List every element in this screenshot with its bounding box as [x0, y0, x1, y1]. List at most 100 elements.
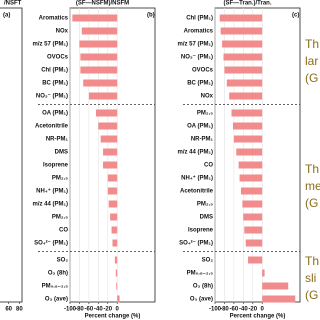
- x-tick-label: -20: [248, 307, 257, 313]
- side-note: sli: [305, 271, 316, 285]
- bar: [243, 213, 263, 221]
- category-label: m/z 57 (PM₁): [178, 42, 214, 48]
- category-label: BC (PM₁): [187, 81, 213, 87]
- category-label: Isoprene: [188, 228, 214, 234]
- bar: [262, 282, 289, 290]
- plot-frame: [0, 7, 23, 303]
- side-note: Th: [305, 162, 319, 176]
- category-label: O₃ (ave): [45, 297, 68, 303]
- category-label: CO: [59, 228, 68, 234]
- bar: [107, 187, 118, 195]
- bar: [219, 14, 263, 22]
- category-label: O₃ (8h): [48, 271, 68, 277]
- category-label: NO₃⁻ (PM₁): [36, 94, 68, 100]
- side-note: Th: [305, 37, 319, 51]
- x-tick-label: 80: [16, 307, 23, 313]
- bar: [248, 256, 263, 264]
- category-label: Acetonitrile: [35, 124, 69, 130]
- category-label: DMS: [55, 150, 68, 156]
- panel-letter: (a): [3, 13, 10, 19]
- bar: [242, 200, 263, 208]
- x-tick-label: -80: [75, 307, 84, 313]
- bar: [103, 148, 118, 156]
- bar: [108, 200, 118, 208]
- category-label: SO₄²⁻ (PM₁): [34, 240, 68, 247]
- side-note: (G: [305, 71, 318, 85]
- panel-title: (SF—Tran.)/Tran.: [223, 1, 271, 7]
- category-label: m/z 44 (PM₁): [33, 202, 69, 208]
- category-label: PM₂.₅: [197, 202, 213, 208]
- x-tick-label: -60: [230, 307, 239, 313]
- panel-letter: (b): [147, 13, 155, 19]
- category-label: m/z 44 (PM₁): [178, 150, 214, 156]
- category-label: SO₂: [57, 258, 69, 264]
- x-tick-label: -40: [94, 307, 103, 313]
- category-label: CO: [204, 163, 213, 169]
- category-label: NR-PM₁: [46, 137, 69, 143]
- category-label: O₃ (8h): [193, 284, 213, 290]
- bar: [222, 40, 263, 48]
- bar: [239, 174, 263, 182]
- side-note: Th: [305, 254, 319, 268]
- category-label: PM₀.₈₋₂.₅: [187, 271, 214, 277]
- bar: [229, 92, 263, 100]
- category-label: Isoprene: [43, 163, 69, 169]
- x-tick-label: -100: [64, 307, 77, 313]
- category-label: NOx: [56, 29, 69, 35]
- bar: [223, 53, 263, 61]
- bar: [100, 135, 118, 143]
- bar: [103, 161, 118, 169]
- category-label: Acetonitrile: [180, 189, 214, 195]
- category-label: O₃ (ave): [190, 297, 213, 303]
- side-note: me: [305, 179, 320, 193]
- bar: [116, 282, 118, 290]
- side-note: lar: [305, 54, 318, 68]
- category-label: PM₀.₈₋₂.₅: [42, 284, 69, 290]
- category-label: Chl (PM₁): [41, 68, 68, 74]
- x-tick-label: -100: [209, 307, 222, 313]
- category-label: PM₂.₅: [52, 215, 68, 221]
- bar: [233, 135, 263, 143]
- bar: [231, 109, 263, 117]
- bar: [79, 40, 118, 48]
- bar: [110, 213, 118, 221]
- category-label: SO₂: [202, 258, 214, 264]
- bar: [111, 226, 118, 234]
- x-tick-label: 60: [5, 307, 12, 313]
- category-label: OVOCs: [47, 55, 69, 61]
- bar: [262, 269, 265, 277]
- bar: [226, 79, 263, 87]
- category-label: Aromatics: [39, 16, 69, 22]
- bar: [232, 122, 263, 130]
- category-label: OVOCs: [192, 68, 214, 74]
- bar: [98, 122, 118, 130]
- bar: [240, 187, 263, 195]
- category-label: DMS: [200, 215, 213, 221]
- bar: [107, 174, 118, 182]
- category-label: SO₄²⁻ (PM₁): [179, 240, 213, 247]
- category-label: BC (PM₁): [42, 81, 68, 87]
- category-label: Aromatics: [184, 29, 214, 35]
- x-tick-label: -80: [220, 307, 229, 313]
- x-tick-label: -60: [85, 307, 94, 313]
- panel-letter: (c): [292, 13, 299, 19]
- category-label: NH₄⁺ (PM₁): [36, 188, 68, 195]
- bar: [115, 269, 118, 277]
- side-note: (G: [305, 288, 318, 302]
- bar: [88, 92, 118, 100]
- x-tick-label: 0: [116, 307, 120, 313]
- x-tick-label: -20: [103, 307, 112, 313]
- category-label: NOx: [201, 94, 214, 100]
- category-label: OA (PM₁): [187, 124, 213, 130]
- category-label: m/z 57 (PM₁): [33, 42, 69, 48]
- bar: [80, 66, 118, 74]
- bar: [81, 27, 118, 35]
- bar: [83, 79, 118, 87]
- category-label: NR-PM₁: [191, 137, 214, 143]
- category-label: NO₃⁻ (PM₁): [181, 55, 213, 61]
- x-tick-label: 0: [261, 307, 265, 313]
- bar: [244, 226, 263, 234]
- bar: [220, 27, 263, 35]
- bar: [72, 14, 118, 22]
- category-label: NH₄⁺ (PM₁): [181, 175, 213, 182]
